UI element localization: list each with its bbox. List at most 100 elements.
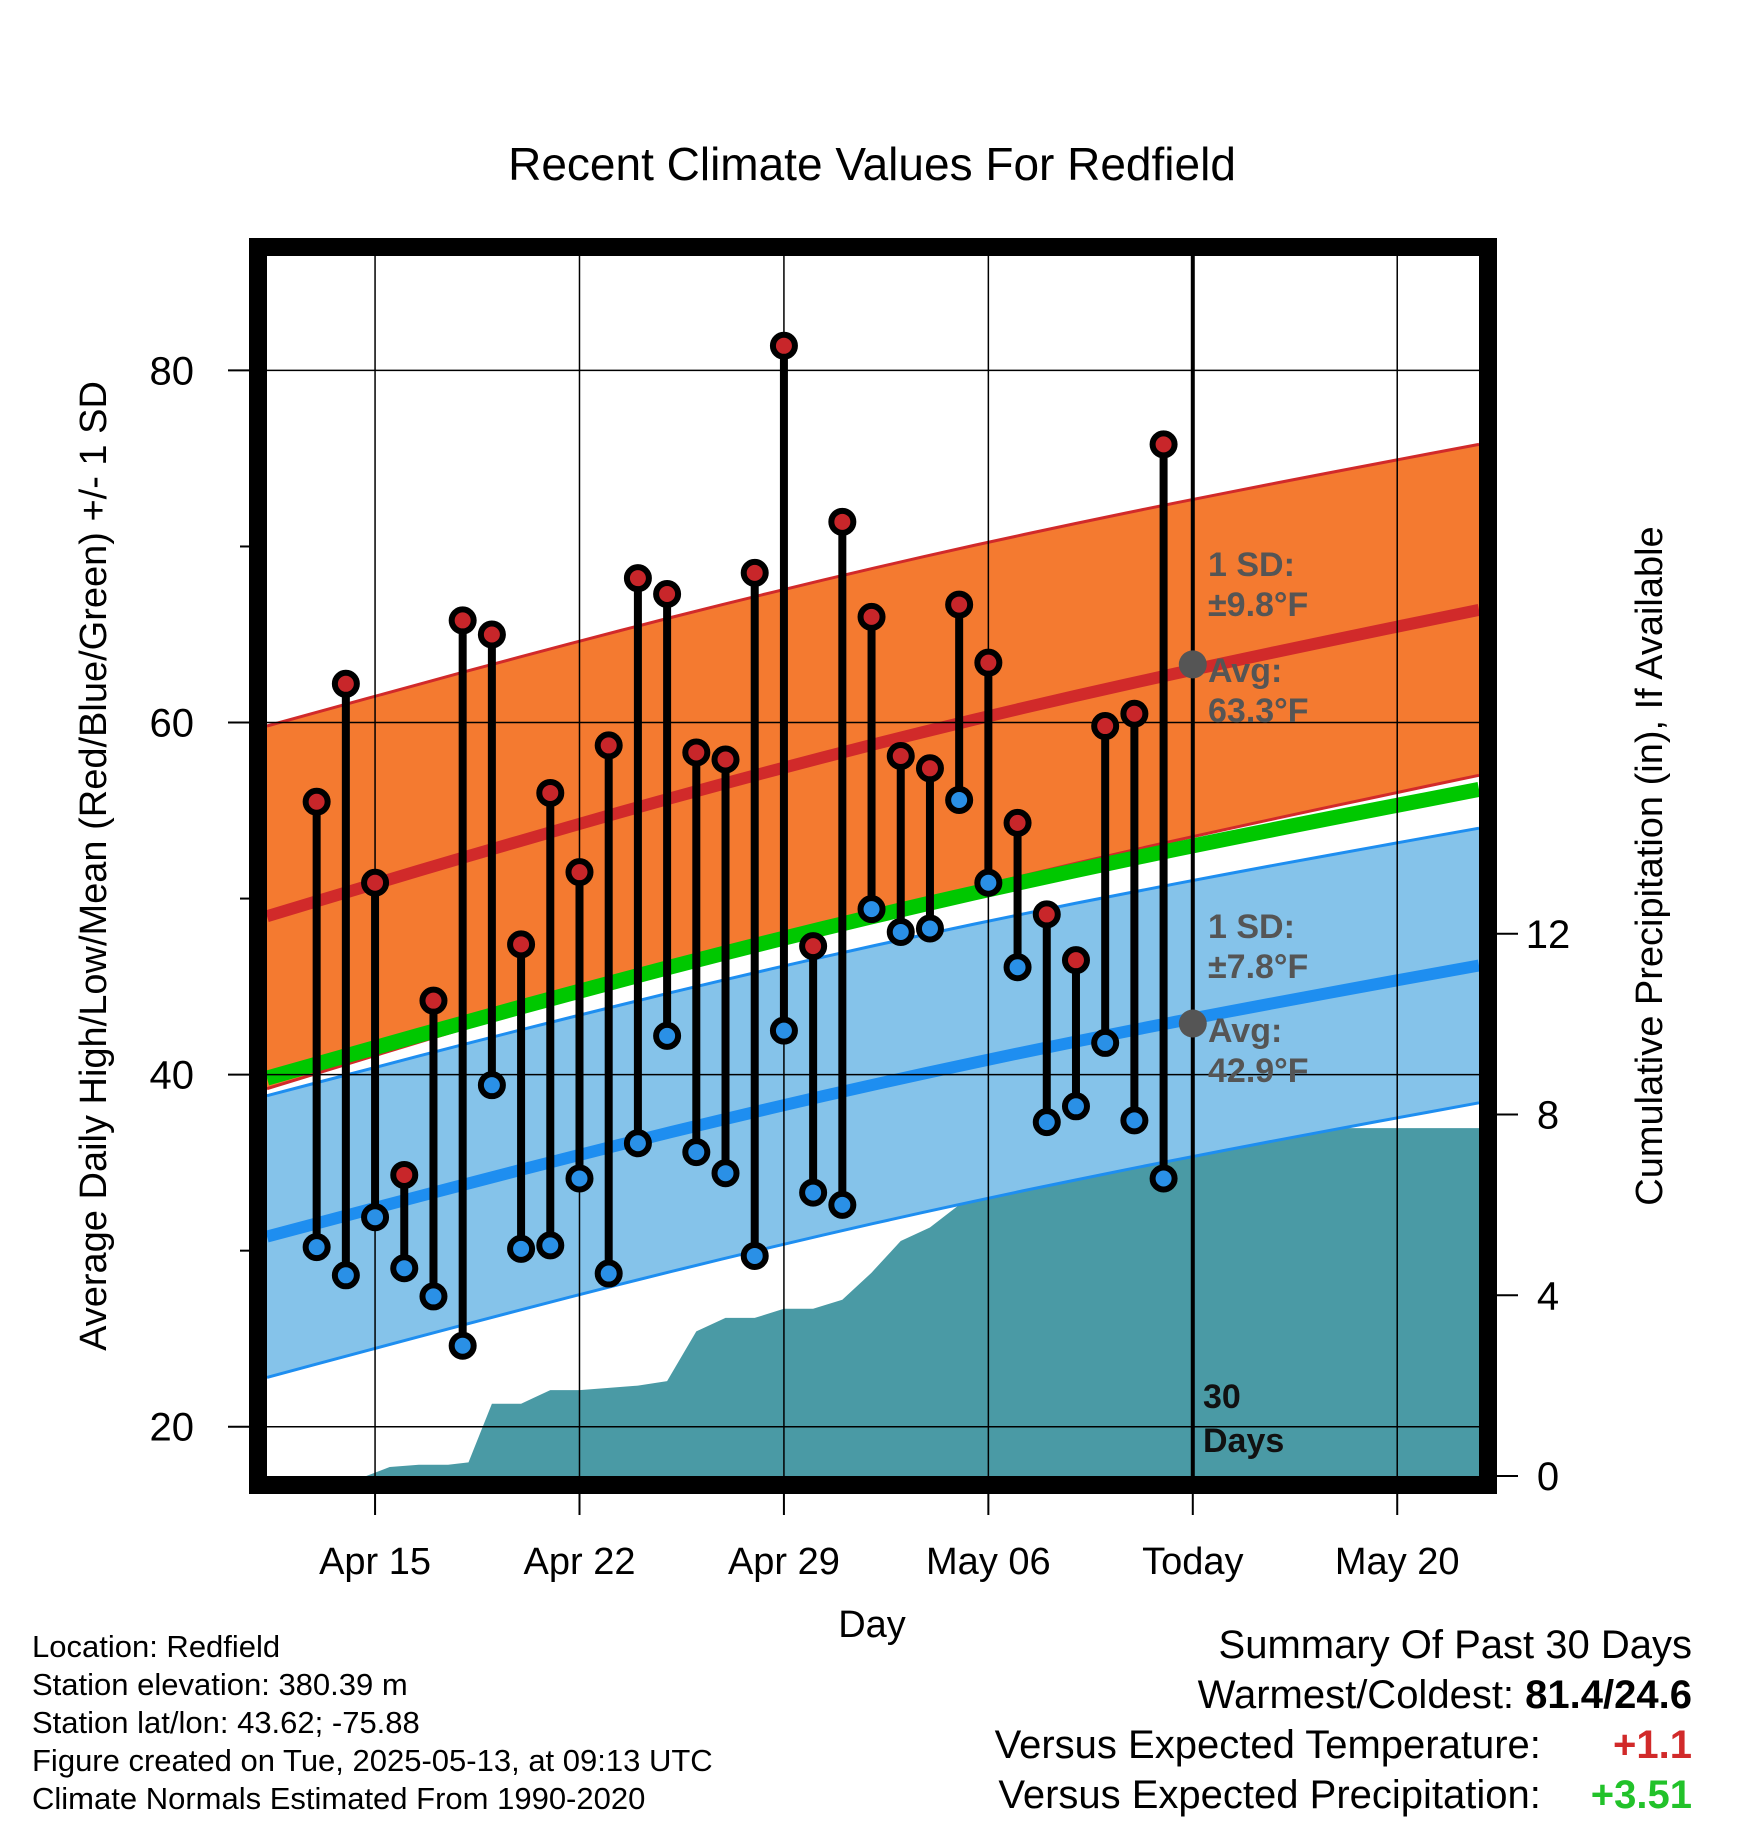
today-count-line1: 30 — [1203, 1378, 1241, 1416]
day-high-point — [507, 930, 536, 959]
plot-frame — [249, 238, 1497, 1494]
info-location: Location: Redfield — [32, 1629, 281, 1664]
day-high-point — [711, 745, 740, 774]
day-low-point — [302, 1233, 331, 1262]
low-sd-lower-line — [266, 1101, 1480, 1379]
day-high-point — [740, 558, 769, 587]
day-high-point — [857, 602, 886, 631]
y-tick-label: 60 — [150, 702, 195, 746]
high-avg-value: 63.3°F — [1208, 692, 1309, 730]
precip-area — [366, 1128, 1479, 1476]
low-sd-annotation: 1 SD: ±7.8°F — [1208, 908, 1308, 986]
day-high-point — [886, 741, 915, 770]
day-low-point — [448, 1331, 477, 1360]
day-low-point — [915, 914, 944, 943]
day-high-point — [594, 731, 623, 760]
day-low-point — [1032, 1108, 1061, 1137]
day-high-point — [653, 580, 682, 609]
low-avg-value: 42.9°F — [1208, 1052, 1309, 1090]
low-sd-band — [267, 828, 1479, 1378]
day-high-point — [828, 507, 857, 536]
day-high-point — [419, 986, 448, 1015]
day-high-point — [799, 932, 828, 961]
day-low-point — [623, 1129, 652, 1158]
day-low-point — [1061, 1092, 1090, 1121]
info-elevation: Station elevation: 380.39 m — [32, 1667, 408, 1702]
plot-layers — [264, 256, 1481, 1476]
y2-tick-label: 8 — [1537, 1094, 1559, 1138]
day-high-point — [536, 778, 565, 807]
today-count-label: 30 Days — [1203, 1378, 1284, 1460]
y-tick-label: 80 — [150, 349, 195, 393]
day-high-point — [1032, 900, 1061, 929]
today-count-line2: Days — [1203, 1422, 1284, 1460]
summary-warm-cold: Warmest/Coldest: 81.4/24.6 — [995, 1670, 1692, 1720]
low-sd-title: 1 SD: — [1208, 908, 1295, 946]
y-tick-label: 20 — [150, 1406, 195, 1450]
y-axis-label: Average Daily High/Low/Mean (Red/Blue/Gr… — [73, 381, 115, 1351]
day-low-point — [565, 1164, 594, 1193]
day-low-point — [682, 1138, 711, 1167]
low-avg-annotation: Avg: 42.9°F — [1208, 1012, 1309, 1090]
day-low-point — [390, 1254, 419, 1283]
day-high-point — [331, 669, 360, 698]
day-low-point — [886, 918, 915, 947]
high-avg-title: Avg: — [1208, 652, 1282, 690]
day-high-point — [565, 858, 594, 887]
day-low-point — [536, 1231, 565, 1260]
day-low-point — [799, 1178, 828, 1207]
day-high-point — [1003, 808, 1032, 837]
info-normals: Climate Normals Estimated From 1990-2020 — [32, 1781, 646, 1816]
low-sd-upper-line — [266, 826, 1480, 1098]
day-low-point — [361, 1203, 390, 1232]
day-high-point — [915, 754, 944, 783]
info-latlon: Station lat/lon: 43.62; -75.88 — [32, 1705, 420, 1740]
day-low-point — [1091, 1028, 1120, 1057]
annotations: 1 SD: ±9.8°F Avg: 63.3°F 1 SD: ±7.8°F Av… — [1203, 546, 1309, 1460]
y2-tick-label: 12 — [1526, 913, 1571, 957]
day-high-point — [974, 648, 1003, 677]
high-sd-value: ±9.8°F — [1208, 586, 1308, 624]
day-high-point — [1120, 699, 1149, 728]
temp-label: Versus Expected Temperature: — [994, 1723, 1541, 1767]
high-avg-annotation: Avg: 63.3°F — [1208, 652, 1309, 730]
day-low-point — [331, 1261, 360, 1290]
x-tick-label: May 20 — [1335, 1541, 1460, 1583]
day-high-point — [448, 606, 477, 635]
axes: 20 40 60 80 0 4 8 12 Apr 15 Apr 22 Apr 29 May 06 Tod… — [150, 349, 1571, 1583]
day-low-point — [1003, 953, 1032, 982]
day-high-point — [1061, 946, 1090, 975]
low-sd-value: ±7.8°F — [1208, 948, 1308, 986]
day-low-point — [507, 1234, 536, 1263]
high-sd-title: 1 SD: — [1208, 546, 1295, 584]
day-low-point — [828, 1190, 857, 1219]
x-tick-label: Apr 22 — [524, 1541, 636, 1583]
precip-label: Versus Expected Precipitation: — [998, 1773, 1541, 1817]
day-high-point — [945, 590, 974, 619]
x-tick-label: Apr 29 — [728, 1541, 840, 1583]
today-marker — [1178, 256, 1207, 1476]
x-tick-label: May 06 — [926, 1541, 1051, 1583]
y2-axis-label: Cumulative Precipitation (in), If Availa… — [1629, 526, 1671, 1205]
today-low-avg-marker — [1178, 1009, 1207, 1038]
warm-cold-value: 81.4/24.6 — [1525, 1673, 1692, 1717]
precip-layer — [366, 1128, 1479, 1476]
precip-value: +3.51 — [1590, 1773, 1692, 1817]
day-low-point — [740, 1241, 769, 1270]
day-high-point — [623, 564, 652, 593]
day-high-point — [769, 331, 798, 360]
day-low-point — [594, 1259, 623, 1288]
station-info: Location: Redfield Station elevation: 38… — [32, 1628, 713, 1818]
day-high-point — [361, 868, 390, 897]
day-high-point — [477, 620, 506, 649]
summary-temp: Versus Expected Temperature: +1.1 — [995, 1720, 1692, 1770]
day-low-point — [1149, 1164, 1178, 1193]
summary-panel: Summary Of Past 30 Days Warmest/Coldest:… — [995, 1620, 1692, 1820]
today-high-avg-marker — [1178, 650, 1207, 679]
high-sd-upper-line — [266, 442, 1480, 728]
daily-observations — [302, 331, 1178, 1360]
x-axis-label: Day — [838, 1604, 906, 1646]
low-avg-title: Avg: — [1208, 1012, 1282, 1050]
day-low-point — [1120, 1106, 1149, 1135]
